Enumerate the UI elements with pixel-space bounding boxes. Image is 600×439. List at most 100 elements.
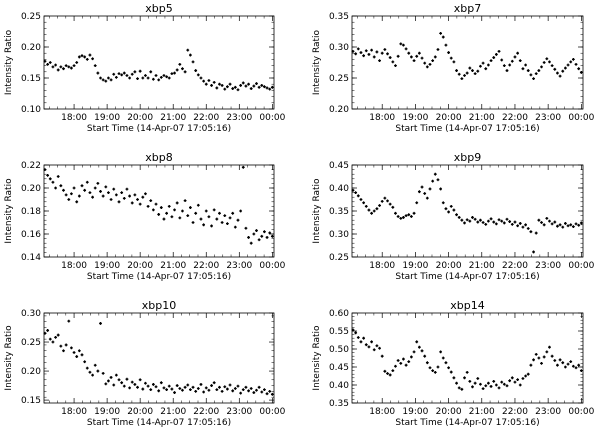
x-tick-label: 19:00 <box>94 407 120 417</box>
data-point <box>70 66 73 70</box>
data-point <box>417 345 421 349</box>
data-point <box>375 207 379 211</box>
data-point <box>270 234 274 238</box>
data-point <box>75 200 79 204</box>
data-point <box>372 55 376 59</box>
x-tick-label: 00:00 <box>259 261 285 271</box>
data-point <box>270 85 274 89</box>
data-point <box>138 69 142 73</box>
x-tick-label: 23:00 <box>226 261 252 271</box>
data-point <box>107 379 110 383</box>
data-point <box>120 381 124 385</box>
data-point <box>428 62 432 66</box>
data-point <box>399 216 403 220</box>
data-point <box>476 377 480 380</box>
plot-frame <box>351 312 584 404</box>
data-point <box>571 225 575 229</box>
data-point <box>162 386 166 390</box>
x-tick-label: 18:00 <box>369 113 395 123</box>
data-point <box>447 366 450 370</box>
data-point <box>579 71 583 74</box>
data-point <box>146 76 150 80</box>
data-point <box>233 85 237 89</box>
data-point <box>351 188 355 192</box>
data-point <box>521 225 525 229</box>
data-point <box>183 385 187 389</box>
data-point <box>56 175 60 178</box>
data-point <box>561 69 565 73</box>
data-point <box>489 217 493 221</box>
data-point <box>420 56 424 60</box>
data-point <box>77 55 81 59</box>
data-point <box>391 369 395 372</box>
data-point <box>210 384 213 387</box>
data-point <box>138 378 142 382</box>
data-point <box>149 70 153 74</box>
data-point <box>130 380 134 384</box>
data-point <box>394 64 397 67</box>
data-point <box>228 383 232 387</box>
data-point <box>236 384 240 388</box>
panel-xbp14: xbp14 18:00 19:00 20:00 21:00 22:00 23:00 00:00… <box>312 299 595 428</box>
x-tick-label: 20:00 <box>127 261 153 271</box>
data-point <box>383 369 387 373</box>
data-point <box>439 31 443 35</box>
data-point <box>378 346 381 350</box>
data-point <box>534 72 538 76</box>
data-point <box>93 64 97 67</box>
data-point <box>518 59 522 63</box>
data-point <box>72 64 76 67</box>
data-point <box>265 86 269 90</box>
data-point <box>508 379 512 383</box>
data-point <box>159 75 163 79</box>
data-point <box>88 53 92 57</box>
data-point <box>561 361 565 365</box>
data-point <box>550 354 554 358</box>
data-point <box>120 73 124 77</box>
data-point <box>104 79 108 83</box>
data-point <box>351 328 355 332</box>
data-point <box>553 359 557 362</box>
y-tick-label: 0.20 <box>21 184 41 194</box>
data-point <box>43 168 47 171</box>
data-point <box>226 222 229 226</box>
data-point <box>425 361 429 365</box>
data-point <box>157 389 161 393</box>
data-point <box>476 220 480 224</box>
data-point <box>130 72 134 76</box>
data-point <box>114 75 118 79</box>
data-point <box>88 370 92 374</box>
data-point <box>455 381 458 385</box>
data-point <box>270 392 274 396</box>
data-point <box>236 218 240 222</box>
y-axis-label: Intensity Ratio <box>4 325 14 391</box>
data-point <box>83 55 87 59</box>
data-point <box>183 70 187 74</box>
data-point <box>492 380 496 383</box>
data-point <box>433 371 437 374</box>
data-point <box>577 363 581 367</box>
chart-title: xbp8 <box>145 151 172 164</box>
data-point <box>188 206 192 209</box>
data-point <box>465 371 469 374</box>
y-tick-label: 0.20 <box>21 367 41 377</box>
data-point <box>46 173 50 177</box>
data-point <box>64 193 68 197</box>
data-point <box>83 188 87 192</box>
data-point <box>101 371 105 375</box>
data-point <box>125 74 129 77</box>
data-point <box>402 357 405 361</box>
y-tick-label: 0.35 <box>329 207 349 217</box>
data-point <box>202 79 206 83</box>
data-point <box>136 385 139 389</box>
data-point <box>367 208 371 212</box>
data-point <box>268 231 272 235</box>
data-point <box>518 383 522 387</box>
data-point <box>497 49 501 53</box>
data-point <box>521 377 525 380</box>
x-tick-label: 19:00 <box>94 113 120 123</box>
data-point <box>183 199 187 203</box>
data-point <box>67 198 71 201</box>
y-tick-label: 0.35 <box>329 12 349 22</box>
data-point <box>218 211 221 215</box>
